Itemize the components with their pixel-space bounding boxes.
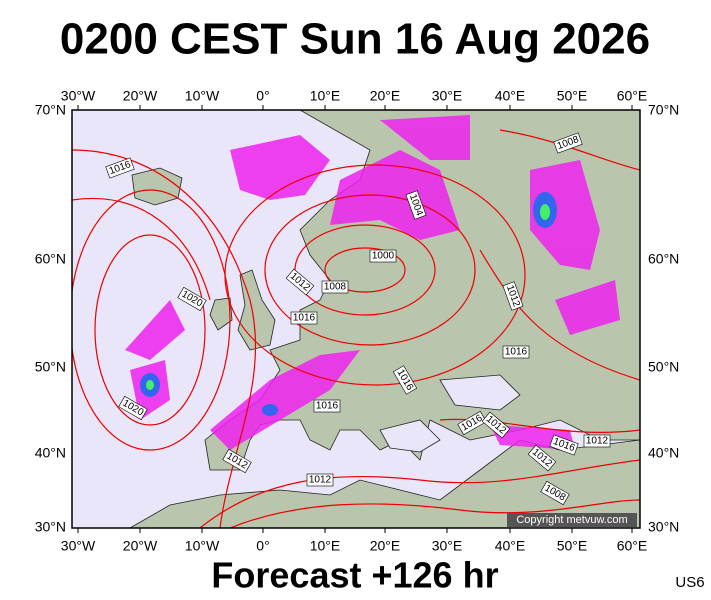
isobar-label-bg [457, 410, 487, 436]
isobar-label-group: 1016 [290, 311, 318, 325]
isobar-label-bg [222, 448, 252, 474]
right-axis-label: 40°N [648, 445, 679, 461]
bottom-axis-label: 30°W [61, 538, 96, 554]
isobar-label-group: 1000 [369, 249, 397, 263]
isobar-label-bg [583, 434, 611, 448]
left-axis-label: 70°N [35, 102, 66, 118]
top-axis-label: 10°W [185, 88, 220, 104]
title: 0200 CEST Sun 16 Aug 2026 [60, 15, 650, 64]
model-code: US6 [675, 574, 704, 591]
left-axis-label: 30°N [35, 519, 66, 535]
bottom-axis-label: 30°E [432, 538, 463, 554]
top-axis-label: 30°W [61, 88, 96, 104]
isobar-label: 1016 [316, 401, 339, 412]
right-axis-label: 50°N [648, 359, 679, 375]
isobar-label-bg [290, 311, 318, 325]
isobar-label-bg [392, 365, 418, 395]
right-axis-label: 30°N [648, 519, 679, 535]
bottom-axis-label: 0° [256, 538, 269, 554]
map-area [72, 110, 640, 528]
map-frame [71, 109, 641, 529]
isobar-label-bg [502, 281, 524, 311]
isobar-label-bg [405, 190, 427, 220]
isobar-label-bg [502, 345, 530, 359]
top-axis-label: 20°W [123, 88, 158, 104]
copyright: Copyright metvuw.com [516, 514, 627, 526]
isobar-label: 1016 [293, 313, 316, 324]
bottom-axis-label: 50°E [557, 538, 588, 554]
bottom-axis-label: 10°E [310, 538, 341, 554]
top-axis-label: 60°E [617, 88, 648, 104]
isobar-label-group: 1016 [502, 345, 530, 359]
isobar-label: 1016 [505, 347, 528, 358]
top-axis-label: 10°E [310, 88, 341, 104]
isobar-label-bg [321, 280, 349, 294]
top-axis-label: 40°E [495, 88, 526, 104]
isobar-label: 1012 [586, 436, 609, 447]
left-axis-label: 60°N [35, 251, 66, 267]
isobar-label-bg [118, 395, 148, 421]
isobar-label-bg [527, 444, 557, 472]
left-axis-label: 50°N [35, 359, 66, 375]
left-axis-label: 40°N [35, 445, 66, 461]
top-axis-label: 20°E [370, 88, 401, 104]
top-axis-label: 50°E [557, 88, 588, 104]
bottom-axis-label: 20°W [123, 538, 158, 554]
bottom-axis-label: 20°E [370, 538, 401, 554]
isobar-label-bg [285, 268, 315, 296]
top-axis-label: 30°E [432, 88, 463, 104]
bottom-axis-label: 60°E [617, 538, 648, 554]
isobar-label-bg [177, 286, 207, 312]
right-axis-label: 60°N [648, 251, 679, 267]
isobar-label: 1000 [372, 251, 395, 262]
isobar-label-bg [313, 399, 341, 413]
isobar-label-bg [369, 249, 397, 263]
isobar-label-group: 1012 [306, 473, 334, 487]
forecast-label: Forecast +126 hr [211, 555, 498, 596]
right-axis-label: 70°N [648, 102, 679, 118]
isobar-label-group: 1012 [583, 434, 611, 448]
isobar-label-bg [481, 411, 511, 439]
top-axis-label: 0° [256, 88, 269, 104]
isobar-label-bg [549, 434, 579, 456]
isobar-label-bg [306, 473, 334, 487]
isobar-label-bg [105, 157, 135, 179]
isobar-label-group: 1016 [313, 399, 341, 413]
isobar-label: 1012 [309, 475, 332, 486]
isobar-label-bg [540, 480, 570, 506]
isobar-label-group: 1008 [321, 280, 349, 294]
copyright-bg [507, 513, 637, 527]
bottom-axis-label: 10°W [185, 538, 220, 554]
isobar-label: 1008 [324, 282, 347, 293]
bottom-axis-label: 40°E [495, 538, 526, 554]
isobar-label-bg [553, 132, 583, 154]
